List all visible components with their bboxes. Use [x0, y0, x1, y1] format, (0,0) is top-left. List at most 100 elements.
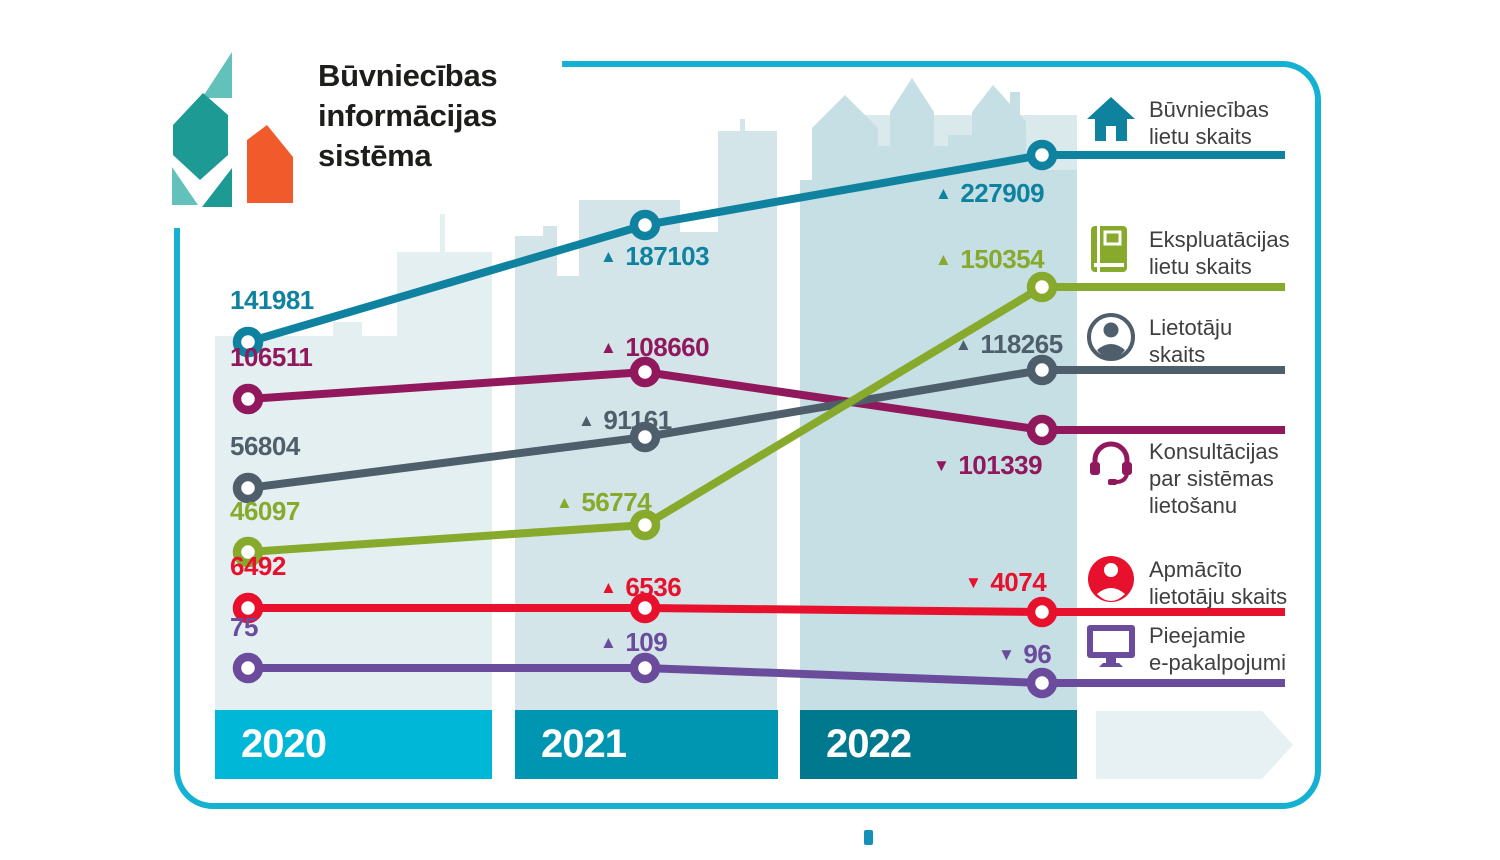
headset-icon	[1086, 436, 1136, 486]
value-label: ▲ 109	[600, 627, 668, 658]
value-number: 141981	[230, 285, 314, 315]
legend-label-line: Ekspluatācijas	[1149, 227, 1290, 252]
trend-up-icon: ▲	[600, 247, 617, 266]
value-number: 96	[1023, 639, 1052, 669]
value-number: 75	[230, 612, 258, 642]
frame-border	[174, 61, 1321, 809]
value-number: 187103	[625, 241, 710, 271]
legend-label-line: e-pakalpojumi	[1149, 650, 1286, 675]
monitor-icon	[1086, 620, 1136, 670]
data-point-marker	[629, 592, 661, 624]
legend-label-line: Konsultācijas	[1149, 439, 1279, 464]
legend-label-line: Apmācīto	[1149, 557, 1242, 582]
title-line: sistēma	[318, 138, 432, 173]
value-number: 6492	[230, 551, 286, 581]
data-point-marker	[232, 592, 264, 624]
stray-mark	[864, 830, 873, 845]
series-line-3	[246, 151, 1285, 346]
legend-label: Lietotāju skaits	[1149, 312, 1232, 368]
value-label: 75	[230, 612, 258, 643]
data-point-marker	[1026, 414, 1058, 446]
data-point-marker	[232, 326, 264, 358]
legend-item-house: Būvniecības lietu skaits	[1086, 94, 1269, 150]
data-point-marker	[629, 652, 661, 684]
value-number: 6536	[625, 572, 682, 602]
trained-user-icon	[1086, 554, 1136, 604]
value-label: 141981	[230, 285, 314, 316]
legend-item-monitor: Pieejamie e-pakalpojumi	[1086, 620, 1286, 676]
year-label: 2021	[541, 722, 627, 766]
data-point-marker	[232, 536, 264, 568]
year-bar-2020: 2020	[215, 710, 492, 779]
legend-label-line: lietu skaits	[1149, 254, 1252, 279]
legend-label-line: Būvniecības	[1149, 97, 1269, 122]
house-icon	[1086, 94, 1136, 144]
value-label: 106511	[230, 342, 313, 373]
logo-shard	[173, 93, 228, 180]
trend-down-icon: ▼	[998, 645, 1015, 664]
value-label: ▲ 91161	[578, 405, 672, 436]
title-line: informācijas	[318, 98, 498, 133]
legend-label-line: lietotāju skaits	[1149, 584, 1288, 609]
value-number: 108660	[625, 332, 710, 362]
data-point-marker	[1026, 667, 1058, 699]
future-arrow	[1096, 711, 1293, 779]
data-point-marker	[232, 652, 264, 684]
trend-down-icon: ▼	[965, 573, 982, 592]
value-number: 118265	[980, 329, 1063, 359]
trend-down-icon: ▼	[933, 456, 950, 475]
legend-label: Apmācīto lietotāju skaits	[1149, 554, 1287, 610]
legend-item-user: Lietotāju skaits	[1086, 312, 1232, 368]
logo-shard	[247, 125, 293, 203]
value-number: 56804	[230, 431, 300, 461]
value-number: 109	[625, 627, 668, 657]
value-label: 46097	[230, 496, 300, 527]
legend-label: Konsultācijas par sistēmas lietošanu	[1149, 436, 1279, 519]
user-icon	[1086, 312, 1136, 362]
data-point-marker	[1026, 354, 1058, 386]
column-2021-silhouette	[515, 119, 777, 710]
value-number: 150354	[960, 244, 1045, 274]
frame-mask	[170, 38, 562, 228]
data-point-marker	[629, 356, 661, 388]
value-number: 56774	[581, 487, 652, 517]
legend-label-line: Pieejamie	[1149, 623, 1246, 648]
legend-label: Būvniecības lietu skaits	[1149, 94, 1269, 150]
year-label: 2022	[826, 722, 912, 766]
value-label: ▼ 96	[998, 639, 1052, 670]
data-point-marker	[629, 421, 661, 453]
legend-label-line: lietu skaits	[1149, 124, 1252, 149]
logo-shard	[202, 52, 232, 98]
trend-up-icon: ▲	[935, 184, 952, 203]
value-label: 56804	[230, 431, 300, 462]
data-point-marker	[232, 383, 264, 415]
legend-item-headset: Konsultācijas par sistēmas lietošanu	[1086, 436, 1279, 519]
value-label: ▲ 56774	[556, 487, 652, 518]
value-label: ▲ 118265	[955, 329, 1063, 360]
value-number: 91161	[603, 405, 672, 435]
year-bar-2021: 2021	[515, 710, 778, 779]
legend-label-line: skaits	[1149, 342, 1206, 367]
value-number: 227909	[960, 178, 1045, 208]
trend-up-icon: ▲	[600, 578, 617, 597]
trend-up-icon: ▲	[600, 338, 617, 357]
data-point-marker	[1026, 271, 1058, 303]
column-2020-silhouette	[215, 214, 492, 710]
data-point-marker	[1026, 596, 1058, 628]
value-label: ▲ 150354	[935, 244, 1045, 275]
series-line-0	[247, 367, 1285, 434]
legend-label: Pieejamie e-pakalpojumi	[1149, 620, 1286, 676]
series-line-4	[248, 604, 1285, 616]
book-icon	[1086, 224, 1136, 274]
trend-up-icon: ▲	[600, 633, 617, 652]
data-point-marker	[1026, 139, 1058, 171]
value-label: ▼ 4074	[965, 567, 1047, 598]
data-point-marker	[629, 209, 661, 241]
series-line-2	[247, 283, 1285, 556]
legend-label: Ekspluatācijas lietu skaits	[1149, 224, 1290, 280]
value-number: 106511	[230, 342, 313, 372]
logo-shard	[172, 167, 198, 205]
trend-up-icon: ▲	[935, 250, 952, 269]
